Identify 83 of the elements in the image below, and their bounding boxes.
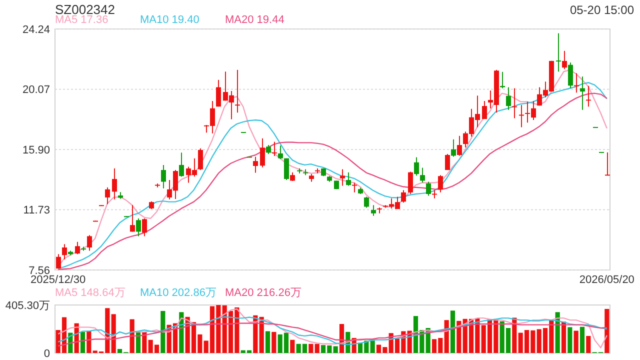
candlestick [284, 158, 289, 180]
candlestick [574, 72, 579, 94]
bar [136, 332, 141, 353]
candlestick [260, 138, 265, 168]
candlestick [272, 141, 277, 156]
text: MA20 19.44 [225, 14, 284, 26]
bar [290, 340, 295, 353]
x-tick-label: 2025/12/30 [30, 274, 86, 286]
y-tick-label: 15.90 [22, 144, 50, 156]
candlestick [580, 76, 585, 110]
candlestick [235, 69, 240, 114]
y-tick-label: 11.73 [23, 204, 50, 217]
candlestick [216, 79, 221, 108]
bar [308, 344, 314, 353]
bar [111, 314, 116, 353]
candlestick [346, 172, 351, 186]
candlestick [420, 167, 425, 183]
candlestick [371, 204, 376, 216]
candlestick [136, 218, 141, 237]
candlestick [438, 174, 443, 193]
chart-title: SZ002342 [55, 2, 115, 17]
series-label: MA10 202.86万 [140, 287, 216, 299]
candlestick [253, 156, 258, 174]
bar [130, 319, 134, 353]
candlestick [401, 190, 406, 204]
candlestick [451, 138, 456, 158]
bar [580, 326, 585, 353]
candlestick [278, 145, 283, 160]
y-tick-label: 0 [44, 348, 50, 360]
bar [561, 322, 566, 353]
candlestick [426, 181, 431, 196]
bar [568, 327, 572, 353]
bar [574, 330, 578, 353]
candlestick [556, 32, 561, 72]
text: MA20 216.26万 [225, 287, 302, 299]
text: MA5 17.36 [55, 14, 108, 26]
candlestick [364, 196, 369, 208]
bar [314, 344, 320, 353]
candlestick [512, 88, 517, 119]
candlestick [605, 152, 610, 176]
candlestick [198, 148, 203, 171]
candlestick [340, 168, 345, 186]
candlestick [130, 204, 135, 232]
candlestick [105, 186, 110, 205]
bar [456, 320, 462, 353]
candlestick [568, 62, 573, 89]
text: MA10 19.40 [140, 14, 200, 26]
bar [604, 308, 610, 353]
candlestick [445, 153, 450, 171]
candlestick [519, 104, 524, 128]
candlestick [506, 86, 511, 110]
candlestick [179, 152, 184, 178]
bar [512, 318, 517, 353]
candlestick [408, 171, 413, 194]
candlestick [352, 182, 357, 193]
candlestick [586, 85, 591, 108]
candlestick [562, 50, 567, 70]
candlestick [87, 234, 92, 252]
bar [265, 331, 270, 353]
y-tick-label: 7.56 [28, 264, 50, 277]
candlestick [75, 241, 80, 255]
candlestick [62, 244, 67, 260]
candlestick [161, 164, 166, 189]
bar [160, 310, 166, 353]
bar [80, 332, 86, 353]
bar [370, 340, 375, 353]
chart-subtitle: 05-20 15:00 [570, 3, 634, 17]
text: MA5 148.64万 [55, 287, 126, 299]
y-tick-label: 20.07 [22, 84, 50, 96]
bar [272, 332, 276, 353]
candlestick [414, 156, 419, 176]
candlestick [432, 190, 437, 199]
bar [586, 336, 591, 353]
candlestick [482, 100, 487, 120]
y-tick-label: 405.30万 [5, 300, 50, 312]
bar [333, 346, 338, 353]
x-tick-label: 2026/05/20 [579, 274, 634, 286]
candlestick [112, 168, 117, 200]
y-tick-label: 24.24 [22, 24, 50, 36]
bar [450, 310, 456, 353]
candlestick [457, 135, 462, 156]
candlestick [142, 218, 147, 237]
candlestick [56, 254, 61, 270]
